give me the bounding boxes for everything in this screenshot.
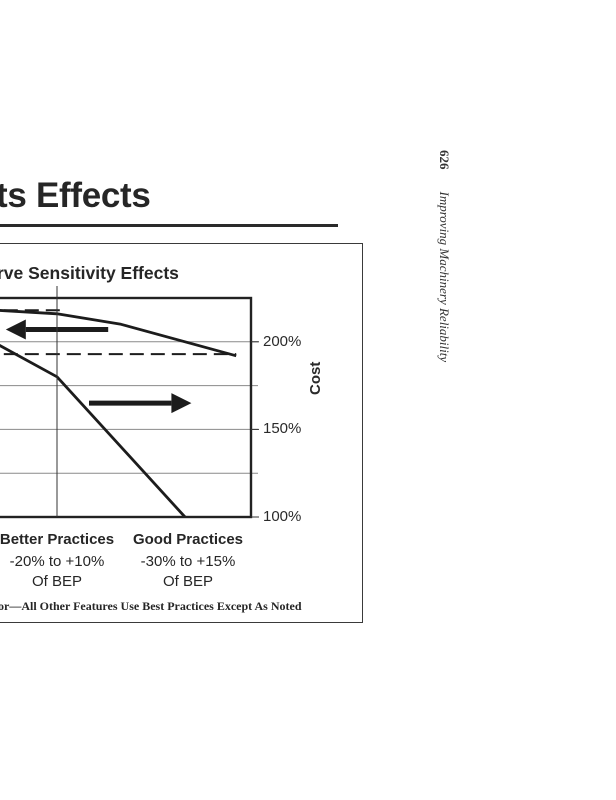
series-lower-curve <box>0 344 187 518</box>
y-tick-label: 200% <box>263 332 302 350</box>
chart-title: rve Sensitivity Effects <box>0 263 179 283</box>
series-group <box>0 309 237 518</box>
arrow-head-left <box>5 319 26 340</box>
annotation-arrows <box>5 319 192 414</box>
y-axis-ticks <box>251 341 259 518</box>
series-upper-curve <box>0 309 237 358</box>
category-name: Good Practices <box>132 531 244 548</box>
category-range: -20% to +10% <box>9 553 105 570</box>
category-of-bep: Of BEP <box>162 573 214 590</box>
running-head: 626 Improving Machinery Reliability <box>436 150 452 362</box>
gridlines <box>0 341 258 474</box>
category-of-bep: Of BEP <box>31 573 83 590</box>
y-tick-label: 100% <box>263 508 302 525</box>
category-range: -30% to +15% <box>140 553 236 570</box>
arrow-head-right <box>171 393 192 414</box>
book-title: Improving Machinery Reliability <box>437 191 452 363</box>
page-number: 626 <box>437 150 452 170</box>
figure-frame <box>0 243 363 623</box>
category-good-practices: Good Practices -30% to +15% Of BEP <box>124 531 252 590</box>
section-heading: ts Effects <box>0 176 151 215</box>
category-better-practices: Better Practices -20% to +10% Of BEP <box>0 531 122 590</box>
plot-area-border <box>0 296 253 519</box>
heading-underline <box>0 224 338 227</box>
y-tick-label: 150% <box>263 420 302 438</box>
category-name: Better Practices <box>0 531 115 548</box>
figure-footnote: or—All Other Features Use Best Practices… <box>0 599 302 613</box>
y-axis-title: Cost <box>307 361 324 395</box>
